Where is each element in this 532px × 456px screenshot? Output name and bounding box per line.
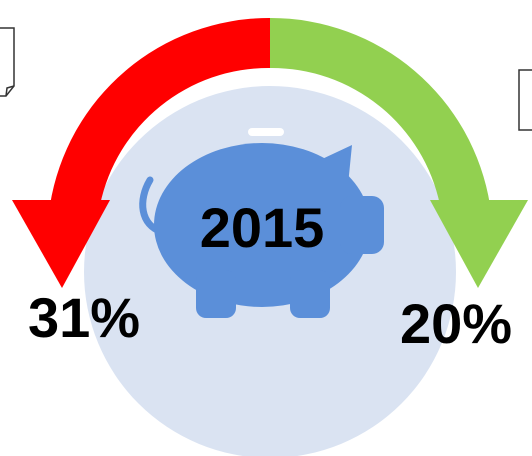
right-percent: 20% — [400, 292, 512, 355]
piggy-bank — [139, 128, 384, 318]
green-arrowhead — [430, 200, 528, 288]
green-arc — [270, 17, 490, 206]
document-icon-fold — [5, 85, 15, 97]
document-icon — [0, 27, 15, 97]
red-arrowhead — [12, 200, 110, 288]
document-icon — [518, 69, 532, 131]
left-percent: 31% — [28, 286, 140, 349]
red-arc — [50, 17, 270, 206]
year-label: 2015 — [200, 196, 325, 259]
